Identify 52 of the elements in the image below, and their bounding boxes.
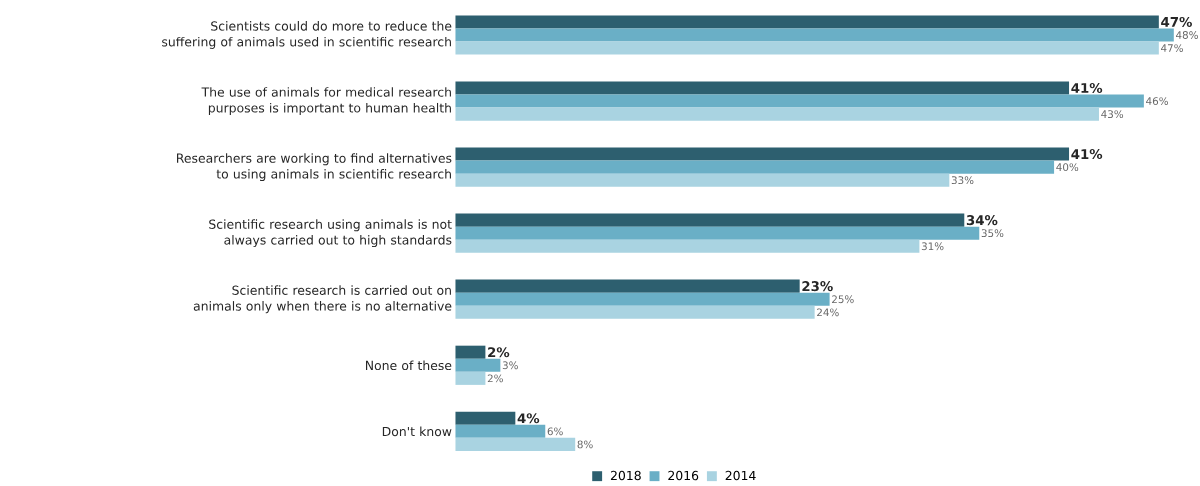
data-label: 31% <box>921 242 944 251</box>
bar <box>455 411 516 425</box>
data-label: 3% <box>502 361 518 370</box>
data-label: 46% <box>1146 97 1168 105</box>
data-label: 23% <box>802 281 833 292</box>
y-tick-label: Scientific research is carried out on animals only when there is no alternative <box>193 285 452 314</box>
bar <box>455 81 1070 95</box>
data-label: 47% <box>1161 44 1183 52</box>
bar <box>455 226 980 240</box>
bar <box>455 107 1099 121</box>
data-label: 8% <box>577 440 593 449</box>
bar <box>455 213 965 227</box>
data-label: 34% <box>966 215 998 226</box>
bar <box>455 173 950 187</box>
data-label: 4% <box>517 413 540 424</box>
data-label: 2% <box>488 347 510 358</box>
data-label: 33% <box>951 176 974 185</box>
data-label: 25% <box>832 295 854 304</box>
bar <box>455 15 1159 29</box>
y-tick-label: Scientists could do more to reduce the suffering of animals used in scientific research <box>162 21 452 49</box>
data-label: 48% <box>1176 31 1198 39</box>
legend-label: 2014 <box>725 470 756 481</box>
legend-label: 2018 <box>610 470 641 481</box>
data-label: 41% <box>1071 82 1103 93</box>
bar <box>455 305 815 319</box>
bar <box>455 160 1055 174</box>
y-tick-label: Scientific research using animals is not always carried out to high standards <box>209 219 452 248</box>
data-label: 24% <box>817 308 839 317</box>
bar <box>455 358 501 372</box>
y-tick-label: Researchers are working to find alternatives to using animals in scientific research <box>177 153 452 181</box>
data-label: 2% <box>487 374 503 383</box>
y-tick-label: Don't know <box>382 426 452 437</box>
bar <box>455 437 576 451</box>
bar <box>455 94 1144 108</box>
bar <box>455 41 1159 55</box>
data-label: 35% <box>981 229 1004 238</box>
bar <box>455 292 830 306</box>
data-label: 41% <box>1071 148 1103 160</box>
y-tick-label: None of these <box>365 360 452 371</box>
bar <box>455 345 486 359</box>
y-tick-label: The use of animals for medical research purposes is important to human health <box>201 87 451 115</box>
data-label: 43% <box>1101 110 1124 118</box>
bar <box>455 279 800 293</box>
legend-label: 2016 <box>668 470 699 481</box>
data-label: 6% <box>547 427 563 436</box>
data-label: 40% <box>1056 163 1079 171</box>
bar <box>455 371 486 385</box>
bar <box>455 28 1174 42</box>
bar <box>455 424 546 438</box>
data-label: 47% <box>1161 16 1192 27</box>
bar <box>455 147 1070 161</box>
bar <box>455 239 920 253</box>
